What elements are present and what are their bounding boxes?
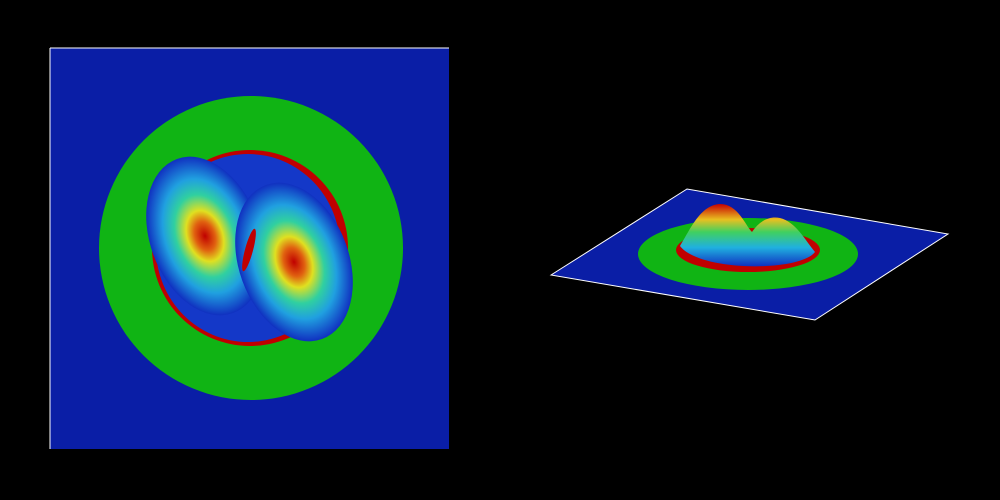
left-lobe bbox=[146, 156, 264, 316]
surface-bumps bbox=[680, 204, 815, 267]
center-slit bbox=[242, 228, 256, 272]
right-lobe bbox=[235, 182, 353, 342]
surface-view bbox=[549, 188, 950, 321]
top-view bbox=[49, 47, 449, 449]
